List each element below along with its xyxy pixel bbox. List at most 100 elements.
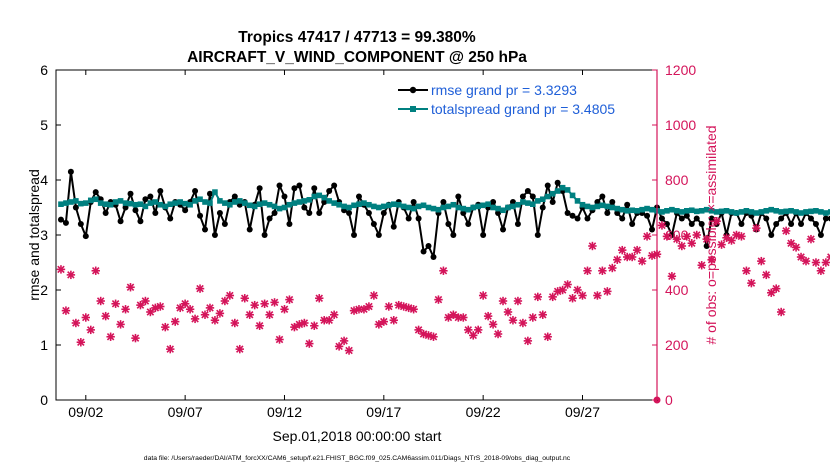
obs-point — [752, 223, 761, 233]
spread-point — [336, 201, 342, 208]
spread-point — [455, 204, 462, 211]
chart-subtitle: AIRCRAFT_V_WIND_COMPONENT @ 250 hPa — [187, 49, 527, 66]
spread-point — [480, 202, 486, 209]
obs-point — [434, 295, 443, 304]
chart-title: Tropics 47417 / 47713 = 99.380% — [238, 29, 476, 46]
x-axis-label: Sep.01,2018 00:00:00 start — [273, 428, 442, 444]
obs-point — [707, 255, 716, 264]
obs-point — [225, 291, 235, 300]
obs-point — [71, 318, 81, 328]
spread-point — [132, 201, 139, 208]
obs-point — [702, 234, 711, 244]
spread-point — [544, 193, 551, 200]
obs-point — [796, 252, 806, 262]
rmse-point — [703, 243, 710, 249]
obs-point — [662, 232, 672, 241]
obs-point — [697, 261, 706, 270]
series-2 — [56, 217, 830, 355]
spread-point — [385, 202, 392, 209]
spread-point — [733, 210, 740, 216]
y-tick-label-right: 800 — [665, 172, 689, 188]
spread-point — [197, 196, 203, 203]
spread-point — [425, 204, 432, 211]
obs-point — [205, 303, 215, 313]
obs-point — [518, 318, 528, 328]
rmse-point — [197, 212, 204, 219]
spread-point — [137, 201, 144, 207]
obs-point — [265, 310, 274, 319]
spread-point — [415, 203, 422, 210]
obs-point — [126, 283, 135, 292]
rmse-point — [599, 193, 606, 200]
spread-point — [485, 201, 491, 207]
spread-point — [753, 210, 760, 216]
rmse-point — [137, 218, 144, 225]
rmse-point — [281, 193, 288, 200]
obs-point — [61, 306, 71, 315]
spread-point — [609, 204, 616, 211]
obs-point — [578, 291, 587, 300]
rmse-point — [390, 223, 397, 230]
obs-point — [379, 317, 389, 326]
rmse-point — [658, 215, 665, 222]
spread-point — [296, 199, 303, 205]
rmse-point — [380, 210, 387, 216]
obs-point — [190, 314, 200, 324]
obs-point — [255, 321, 264, 330]
rmse-point — [211, 232, 218, 238]
obs-point — [608, 263, 617, 273]
rmse-point — [420, 248, 427, 255]
rmse-point — [152, 210, 159, 216]
obs-point — [166, 344, 175, 354]
rmse-point — [490, 199, 497, 205]
rmse-point — [246, 226, 253, 233]
spread-point — [674, 208, 680, 214]
rmse-point — [708, 215, 715, 222]
spread-point — [698, 208, 705, 214]
rmse-point — [534, 232, 541, 238]
spread-point — [559, 184, 566, 191]
rmse-point — [216, 210, 223, 216]
spread-point — [316, 192, 323, 199]
rmse-point — [202, 226, 209, 233]
obs-point — [329, 310, 339, 319]
obs-point — [339, 336, 349, 346]
spread-point — [495, 205, 501, 212]
rmse-point — [693, 215, 700, 222]
rmse-point — [375, 232, 382, 238]
obs-point — [156, 302, 165, 311]
obs-point — [315, 294, 324, 303]
rmse-point — [326, 188, 333, 194]
spread-point — [251, 203, 258, 210]
spread-point — [639, 206, 645, 213]
spread-point — [430, 205, 437, 212]
spread-point — [182, 200, 188, 207]
spread-point — [664, 208, 670, 214]
rmse-point — [768, 232, 775, 238]
spread-point — [73, 198, 79, 204]
obs-point — [171, 317, 180, 326]
spread-point — [818, 209, 824, 215]
spread-point — [281, 204, 288, 211]
obs-point — [86, 325, 95, 335]
obs-point — [717, 240, 726, 249]
spread-point — [813, 208, 819, 214]
spread-point — [584, 203, 591, 210]
obs-point — [598, 266, 607, 275]
spread-point — [371, 203, 377, 210]
rmse-point — [450, 232, 457, 238]
obs-point — [772, 284, 781, 293]
spread-point — [306, 197, 313, 203]
spread-point — [783, 208, 789, 215]
obs-point — [364, 302, 374, 311]
rmse-point — [460, 210, 467, 216]
obs-point — [528, 313, 538, 322]
obs-point — [806, 234, 816, 244]
spread-point — [142, 203, 149, 210]
spread-point — [117, 198, 124, 204]
obs-point — [508, 316, 518, 325]
y-tick-label-left: 5 — [40, 117, 48, 133]
rmse-point — [644, 212, 651, 219]
spread-point — [192, 198, 198, 204]
rmse-point — [122, 204, 129, 211]
